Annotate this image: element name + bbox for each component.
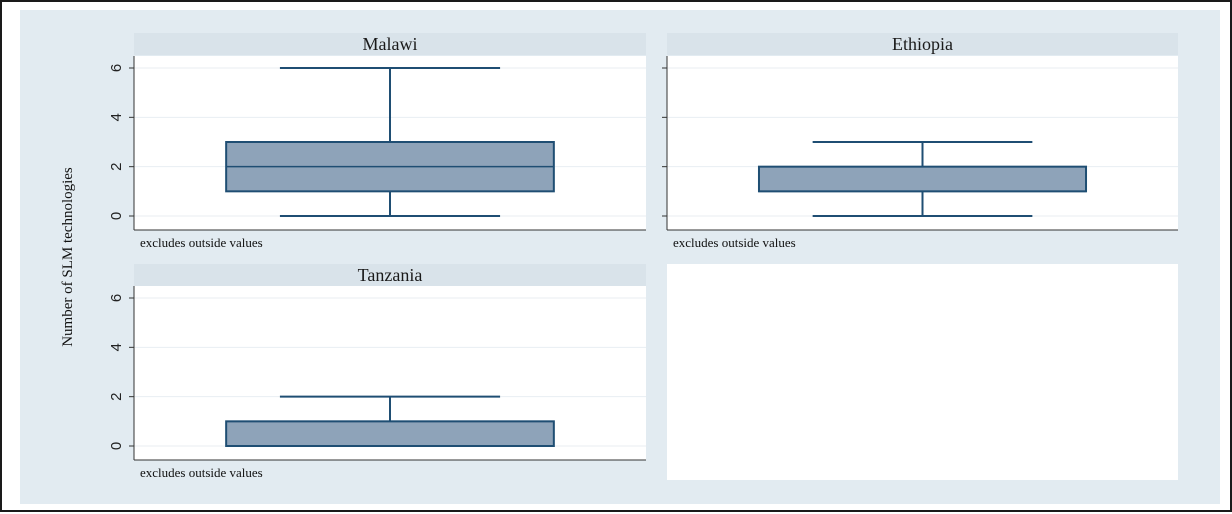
empty-panel — [667, 264, 1178, 480]
y-tick-label: 6 — [108, 294, 125, 302]
strip-header — [134, 264, 646, 286]
y-axis-label: Number of SLM technologies — [60, 167, 76, 347]
y-tick-label: 4 — [108, 343, 125, 351]
y-tick-label: 2 — [108, 162, 125, 170]
y-tick-label: 2 — [108, 392, 125, 400]
y-tick-label: 0 — [108, 442, 125, 450]
strip-header — [667, 33, 1178, 55]
box-iqr — [225, 420, 555, 448]
excludes-note: excludes outside values — [673, 235, 796, 250]
y-tick-label: 6 — [108, 64, 125, 72]
strip-header — [134, 33, 646, 55]
box-iqr — [757, 165, 1088, 193]
y-tick-label: 0 — [108, 212, 125, 220]
strip-title: Malawi — [363, 34, 418, 54]
y-tick-label: 4 — [108, 113, 125, 121]
excludes-note: excludes outside values — [140, 235, 263, 250]
panel-malawi: Malawi 0 2 4 6 excludes outside values — [108, 33, 646, 250]
strip-title: Tanzania — [358, 265, 423, 285]
strip-title: Ethiopia — [892, 34, 953, 54]
excludes-note: excludes outside values — [140, 465, 263, 480]
panel-ethiopia: Ethiopia excludes outside values — [662, 33, 1178, 250]
panel-tanzania: Tanzania 0 2 4 6 excludes outside values — [108, 264, 646, 480]
